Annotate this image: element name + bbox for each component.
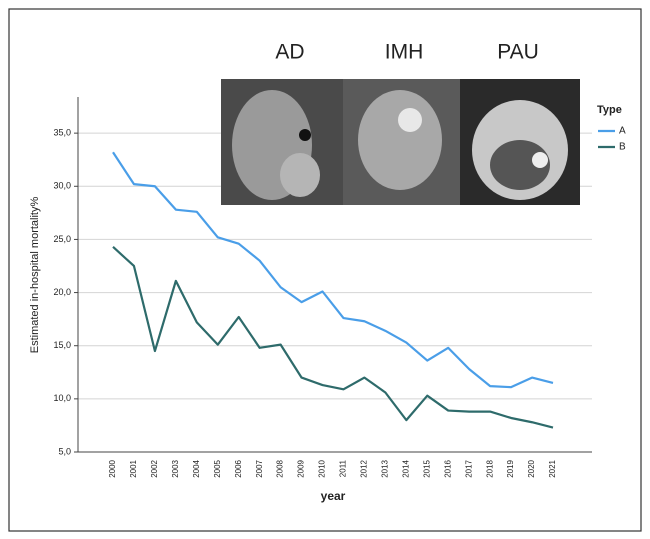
y-tick-label: 15,0	[53, 340, 71, 350]
y-tick-label: 20,0	[53, 287, 71, 297]
x-tick-label: 2014	[401, 459, 410, 477]
series-line	[112, 246, 554, 429]
annotation: IMH	[385, 41, 424, 64]
ct-shape	[490, 140, 550, 190]
x-tick-label: 2002	[150, 459, 159, 477]
ct-shape	[398, 108, 422, 132]
legend-label: A	[619, 126, 626, 137]
x-tick-label: 2021	[548, 459, 557, 477]
y-tick-label: 30,0	[53, 181, 71, 191]
x-tick-label: 2011	[339, 459, 348, 477]
x-tick-label: 2000	[108, 459, 117, 477]
x-tick-label: 2007	[255, 459, 264, 477]
frame	[8, 8, 642, 532]
ct-shape	[532, 152, 548, 168]
legend-title: Type	[597, 104, 622, 116]
x-tick-label: 2010	[318, 459, 327, 477]
annotation: PAU	[497, 41, 539, 64]
ct-shape	[280, 153, 320, 197]
series-line	[112, 151, 554, 389]
x-axis-label: year	[321, 489, 346, 503]
x-tick-label: 2008	[276, 459, 285, 477]
annotation: AD	[275, 41, 304, 64]
x-tick-label: 2019	[506, 459, 515, 477]
y-tick-label: 35,0	[53, 128, 71, 138]
x-tick-label: 2006	[234, 459, 243, 477]
x-tick-label: 2004	[192, 459, 201, 477]
x-tick-label: 2001	[129, 459, 138, 477]
ct-shape	[358, 90, 442, 190]
lines	[112, 151, 554, 429]
x-tick-label: 2009	[297, 459, 306, 477]
y-tick-label: 25,0	[53, 234, 71, 244]
y-tick-label: 5,0	[58, 446, 71, 456]
x-tick-label: 2015	[422, 459, 431, 477]
x-tick-label: 2005	[213, 459, 222, 477]
x-tick-label: 2018	[485, 459, 494, 477]
x-tick-label: 2017	[464, 459, 473, 477]
ct-images	[221, 79, 580, 205]
y-tick-label: 10,0	[53, 393, 71, 403]
x-tick-label: 2013	[380, 459, 389, 477]
legend-label: B	[619, 142, 626, 153]
x-tick-label: 2003	[171, 459, 180, 477]
ct-shape	[299, 129, 311, 141]
y-axis-label: Estimated in-hospital mortality%	[29, 197, 41, 354]
x-tick-label: 2016	[443, 459, 452, 477]
x-tick-label: 2012	[360, 459, 369, 477]
x-tick-label: 2020	[527, 459, 536, 477]
